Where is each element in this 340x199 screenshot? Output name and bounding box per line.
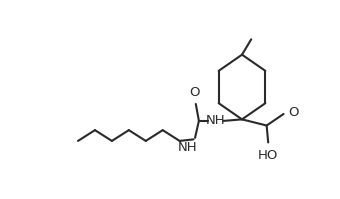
Text: HO: HO [258, 149, 278, 162]
Text: O: O [189, 86, 200, 99]
Text: O: O [288, 106, 299, 119]
Text: NH: NH [206, 114, 226, 127]
Text: NH: NH [177, 141, 197, 154]
